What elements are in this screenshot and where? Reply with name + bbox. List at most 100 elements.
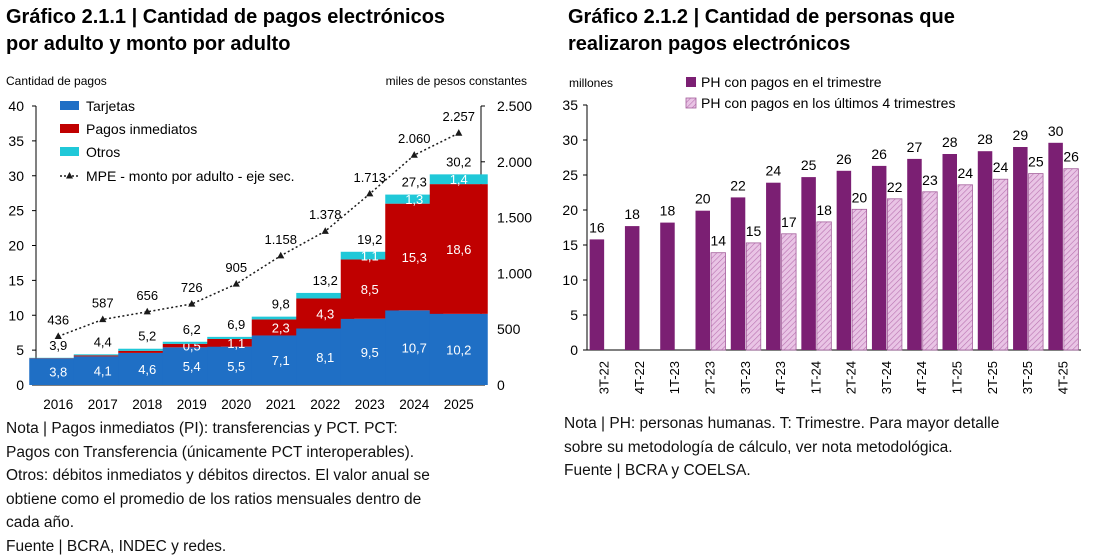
bar-data-label: 1,1: [361, 249, 379, 264]
note-line: sobre su metodología de cálculo, ver not…: [564, 438, 953, 456]
note-line: Otros: débitos inmediatos y débitos dire…: [6, 467, 430, 484]
y-left-tick-label: 10: [8, 307, 24, 323]
x-tick-label: 1T-25: [950, 361, 965, 394]
bar-data-label: 0,5: [183, 339, 201, 354]
legend-label: PH con pagos en el trimestre: [701, 74, 882, 90]
bar-data-label: 16: [589, 219, 605, 235]
bar-otros: [429, 174, 488, 185]
x-tick-label: 3T-23: [738, 361, 753, 394]
bar-ph-trimestre: [836, 170, 852, 350]
bar-ph-trimestre: [589, 239, 605, 350]
bar-data-label: 10,2: [446, 342, 471, 357]
bar-data-label: 18: [660, 203, 676, 219]
mpe-marker: [410, 151, 418, 158]
y-right-tick-label: 2.000: [497, 154, 532, 170]
x-tick-label: 2017: [88, 397, 118, 412]
bar-data-label: 5,4: [183, 359, 201, 374]
grouped-bar-chart: millones05101520253035163T-22184T-22181T…: [562, 74, 1081, 394]
mpe-marker: [188, 299, 196, 307]
legend-swatch: [60, 124, 79, 133]
chart-title-line-2: realizaron pagos electrónicos: [568, 33, 851, 55]
bar-data-label: 8,5: [361, 282, 379, 297]
x-tick-label: 2019: [177, 397, 207, 412]
bar-pagos-inmediatos: [73, 355, 132, 357]
x-tick-label: 2024: [399, 397, 430, 412]
x-tick-label: 4T-23: [773, 361, 788, 394]
y-tick-label: 5: [570, 307, 578, 323]
legend-label: Pagos inmediatos: [86, 121, 197, 137]
bar-data-label: 14: [710, 233, 726, 249]
y-right-tick-label: 1.000: [497, 265, 532, 281]
bar-otros: [73, 354, 132, 356]
bar-data-label: 17: [781, 214, 797, 230]
bar-data-label: 4,1: [94, 364, 112, 379]
bar-ph-4-trimestres: [1063, 168, 1079, 351]
bar-data-label: 26: [1063, 149, 1079, 165]
bar-total-label: 4,4: [94, 334, 112, 349]
x-tick-label: 3T-24: [879, 361, 894, 394]
bar-data-label: 28: [977, 131, 993, 147]
bar-total-label: 3,9: [49, 338, 67, 353]
y-left-tick-label: 20: [8, 238, 24, 254]
bar-ph-4-trimestres: [992, 178, 1009, 351]
mpe-marker: [455, 129, 463, 136]
y-left-tick-label: 35: [8, 133, 24, 149]
mpe-data-label: 656: [136, 288, 158, 303]
bar-data-label: 4,3: [316, 307, 334, 322]
bar-ph-4-trimestres: [745, 242, 762, 351]
chart-note: Nota | PH: personas humanas. T: Trimestr…: [564, 412, 999, 483]
bar-ph-4-trimestres: [922, 191, 938, 351]
y-left-axis-label: Cantidad de pagos: [6, 74, 107, 88]
bar-pagos-inmediatos: [162, 343, 221, 348]
bar-ph-trimestre: [977, 151, 993, 350]
bar-otros: [207, 336, 266, 339]
bar-data-label: 22: [730, 177, 746, 193]
mpe-data-label: 2.060: [398, 131, 431, 146]
bar-data-label: 8,1: [316, 350, 334, 365]
y-tick-label: 25: [562, 167, 578, 183]
mpe-marker: [232, 280, 240, 287]
mpe-data-label: 726: [181, 280, 203, 295]
legend-label: PH con pagos en los últimos 4 trimestres: [701, 95, 955, 111]
bar-data-label: 25: [1028, 154, 1044, 170]
bar-ph-trimestre: [660, 222, 675, 350]
bar-data-label: 2,3: [272, 320, 290, 335]
bar-data-label: 18: [816, 202, 832, 218]
bar-data-label: 26: [836, 151, 852, 167]
bar-total-label: 13,2: [313, 273, 338, 288]
bar-data-label: 22: [887, 179, 903, 195]
x-tick-label: 2T-25: [985, 361, 1000, 394]
y-left-tick-label: 40: [8, 98, 24, 114]
bar-data-label: 24: [993, 159, 1009, 175]
y-left-tick-label: 15: [8, 272, 24, 288]
note-line: Nota | PH: personas humanas. T: Trimestr…: [564, 415, 1000, 432]
bar-ph-trimestre: [1048, 142, 1063, 350]
bar-data-label: 20: [695, 191, 711, 207]
mpe-data-label: 1.158: [264, 232, 297, 247]
bar-data-label: 1,1: [227, 336, 245, 351]
bar-otros: [118, 348, 177, 351]
x-tick-label: 1T-24: [808, 361, 823, 394]
mpe-marker: [366, 189, 374, 197]
bar-ph-4-trimestres: [1028, 173, 1044, 351]
x-tick-label: 2022: [310, 397, 340, 412]
chart-title: Gráfico 2.1.2 | Cantidad de personas que…: [568, 4, 1106, 58]
chart-title-line-1: Gráfico 2.1.1 | Cantidad de pagos electr…: [6, 6, 446, 28]
bar-ph-trimestre: [766, 182, 781, 350]
bar-data-label: 23: [922, 172, 938, 188]
y-right-tick-label: 0: [497, 377, 505, 393]
bar-ph-4-trimestres: [887, 198, 903, 351]
legend-label: MPE - monto por adulto - eje sec.: [86, 168, 295, 184]
bar-data-label: 4,6: [138, 362, 156, 377]
bar-data-label: 28: [942, 134, 958, 150]
bar-pagos-inmediatos: [207, 338, 266, 347]
stacked-bar-line-chart: Cantidad de pagos miles de pesos constant…: [6, 74, 532, 412]
x-tick-label: 4T-22: [632, 361, 647, 394]
bar-ph-4-trimestres: [710, 252, 726, 351]
note-line: cada año.: [6, 514, 75, 531]
bar-total-label: 27,3: [402, 175, 427, 190]
bar-data-label: 7,1: [272, 353, 290, 368]
x-tick-label: 2016: [43, 397, 73, 412]
legend-swatch: [685, 97, 697, 109]
y-axis-label: millones: [569, 76, 613, 90]
